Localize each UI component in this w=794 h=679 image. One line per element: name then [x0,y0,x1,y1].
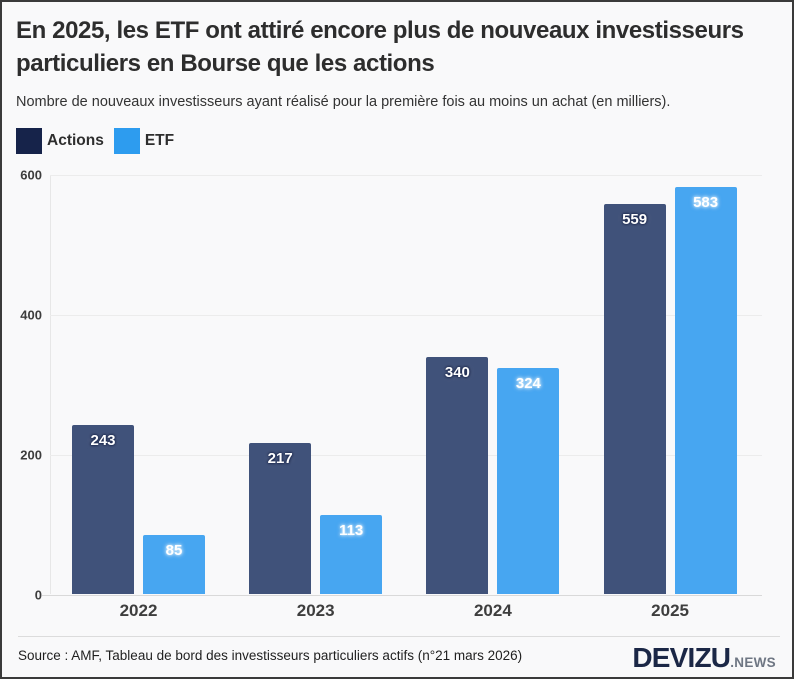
bar-actions-2025: 559 [603,203,666,595]
legend-item-etf: ETF [113,128,175,154]
legend: Actions ETF [16,128,174,154]
footer-divider [18,636,780,637]
gridline-0 [42,594,762,596]
bar-actions-2022: 243 [72,424,134,595]
bar-value-label: 559 [622,210,648,228]
bar-value-label: 340 [444,363,470,381]
y-axis-tick-200: 200 [20,447,42,463]
x-axis-tick-2024: 2024 [473,601,512,620]
bar-etf-2024: 324 [497,367,560,595]
brand-suffix: .NEWS [730,655,776,670]
source-note: Source : AMF, Tableau de bord des invest… [18,648,523,663]
gridline-400 [50,314,762,316]
legend-swatch-actions [16,128,42,154]
bar-value-label: 243 [90,431,116,449]
bar-etf-2023: 113 [320,515,383,595]
y-axis-tick-400: 400 [20,307,42,323]
brand-name: DEVIZU [632,642,731,673]
y-axis-tick-600: 600 [20,167,42,183]
chart-title: En 2025, les ETF ont attiré encore plus … [16,17,744,78]
legend-label-actions: Actions [47,132,104,149]
brand-logo: DEVIZU .NEWS [632,642,776,674]
legend-item-actions: Actions [16,128,104,154]
x-axis-tick-2022: 2022 [119,601,158,620]
y-axis-line [50,174,51,595]
bar-value-label: 324 [515,374,541,392]
chart-subtitle: Nombre de nouveaux investisseurs ayant r… [16,94,671,110]
x-axis-tick-2023: 2023 [296,601,335,620]
bar-value-label: 217 [267,449,293,467]
y-axis-tick-0: 0 [34,587,42,602]
legend-label-etf: ETF [144,132,175,149]
bar-value-label: 583 [693,193,719,211]
bar-etf-2022: 85 [143,535,205,595]
bar-value-label: 85 [165,542,183,560]
bar-actions-2024: 340 [426,356,489,595]
bar-etf-2025: 583 [674,186,737,595]
legend-swatch-etf [113,128,140,154]
x-axis-tick-2025: 2025 [651,601,689,620]
gridline-200 [50,454,762,456]
bar-actions-2023: 217 [249,442,312,595]
bar-value-label: 113 [339,522,364,540]
gridline-600 [50,174,762,176]
